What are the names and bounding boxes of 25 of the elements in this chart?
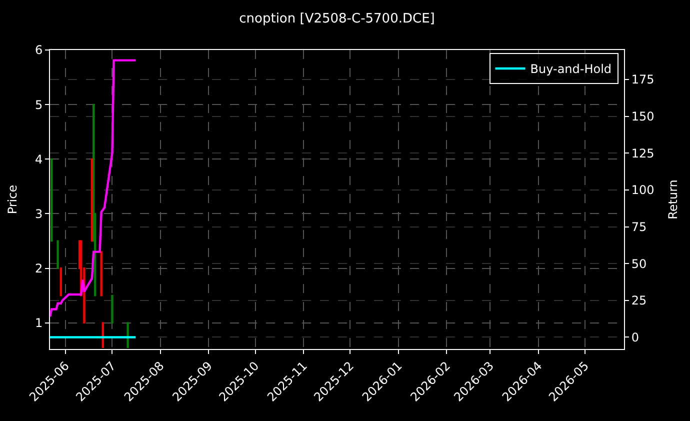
y-tick-label: 5 [34, 98, 43, 112]
y-tick-label: 2 [34, 261, 43, 276]
line-series [50, 59, 137, 318]
y2-tick-label: 175 [631, 72, 654, 87]
candlestick [56, 240, 59, 269]
y-tick-label: 6 [34, 43, 43, 58]
candlestick [111, 294, 114, 324]
y2-tick-label: 150 [631, 109, 654, 124]
y-tick-label: 1 [34, 316, 43, 330]
y2-axis-title: Return [666, 180, 680, 220]
chart-title: cnoption [V2508-C-5700.DCE] [239, 12, 435, 27]
legend-label: Buy-and-Hold [530, 62, 612, 76]
y-axis-title: Price [5, 184, 20, 214]
candlestick [100, 251, 102, 296]
y-tick-label: 4 [34, 152, 43, 166]
y2-tick-label: 0 [631, 330, 640, 344]
y2-tick-label: 75 [631, 220, 647, 234]
y2-tick-label: 100 [631, 183, 654, 198]
candlestick [60, 268, 62, 296]
y-tick-label: 3 [34, 206, 43, 221]
candlestick [50, 158, 53, 242]
y2-tick-label: 25 [631, 294, 647, 308]
y2-tick-label: 125 [631, 146, 654, 160]
candlestick [90, 158, 94, 242]
y2-tick-label: 50 [631, 256, 647, 271]
